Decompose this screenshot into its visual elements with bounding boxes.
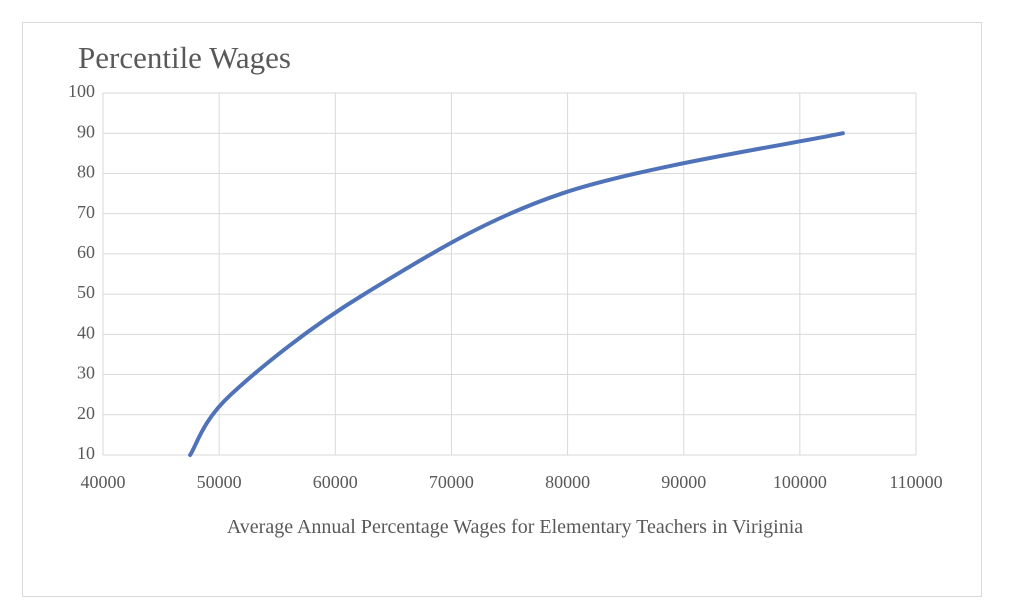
x-tick-label: 60000 xyxy=(313,472,358,492)
x-tick-label: 80000 xyxy=(545,472,590,492)
chart-frame xyxy=(22,22,982,597)
x-tick-label: 110000 xyxy=(889,472,942,492)
y-tick-label: 20 xyxy=(77,403,95,423)
y-tick-label: 30 xyxy=(77,363,95,383)
x-tick-label: 40000 xyxy=(81,472,126,492)
x-tick-label: 90000 xyxy=(661,472,706,492)
x-tick-label: 50000 xyxy=(197,472,242,492)
y-tick-label: 10 xyxy=(77,443,95,463)
x-tick-label: 70000 xyxy=(429,472,474,492)
y-tick-label: 40 xyxy=(77,322,95,342)
y-tick-label: 70 xyxy=(77,202,95,222)
y-tick-label: 50 xyxy=(77,282,95,302)
y-tick-label: 60 xyxy=(77,242,95,262)
y-tick-label: 90 xyxy=(77,121,95,141)
y-tick-label: 100 xyxy=(68,81,95,101)
y-tick-label: 80 xyxy=(77,162,95,182)
chart-title: Percentile Wages xyxy=(78,40,291,75)
series-line xyxy=(188,131,845,457)
x-tick-label: 100000 xyxy=(773,472,827,492)
x-axis-label: Average Annual Percentage Wages for Elem… xyxy=(226,516,804,538)
